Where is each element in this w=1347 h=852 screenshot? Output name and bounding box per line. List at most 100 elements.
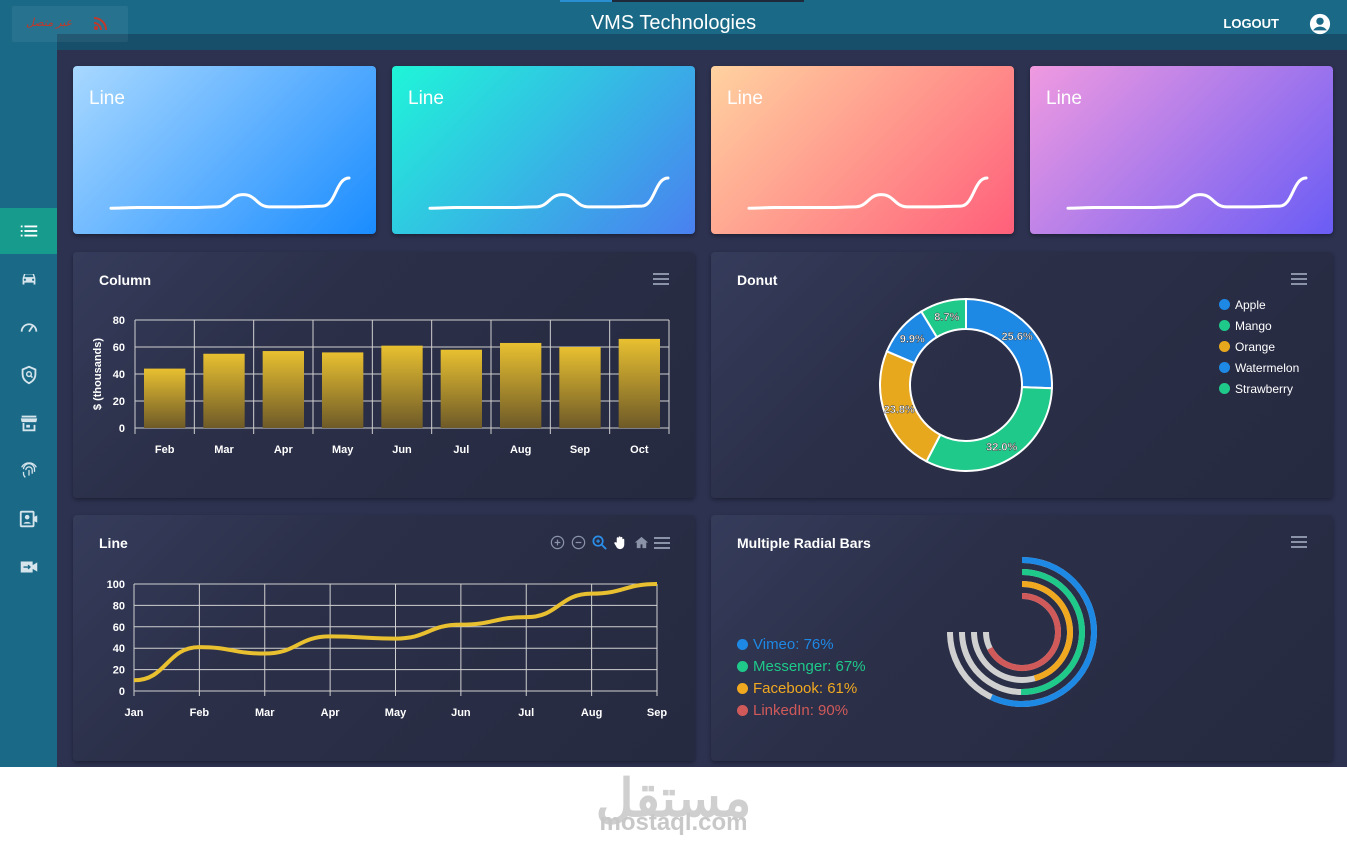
home-icon[interactable] [633,534,650,551]
chart-menu-button[interactable] [654,534,671,551]
legend-item[interactable]: Mango [1219,315,1299,336]
top-accent-line [560,0,612,2]
bar [322,352,364,428]
column-chart-panel: Column 0 20 40 60 80 Feb Mar Apr May Jun Jul Aug Sep… [73,252,695,498]
legend-marker [737,660,748,672]
x-tick-label: May [332,444,354,456]
x-tick-label: Jun [451,707,471,719]
x-tick-label: Apr [274,444,294,456]
x-tick-label: Aug [510,444,531,456]
logout-button[interactable]: LOGOUT [1223,16,1279,31]
donut-legend: Apple Mango Orange Watermelon Strawberry [1219,294,1299,399]
x-tick-label: May [385,707,407,719]
radial-bar-chart [947,557,1097,707]
legend-label: Orange [1235,339,1276,354]
zoom-out-icon[interactable] [570,534,587,551]
sidebar-item-store[interactable] [0,400,57,446]
sparkline-card-1: Line [73,66,376,234]
y-tick-label: 20 [113,665,125,677]
sidebar-item-cameras[interactable] [0,544,57,590]
legend-item[interactable]: Vimeo: 76% [737,633,866,655]
radial-chart-panel: Multiple Radial Bars Vimeo: 76% Messenger… [711,515,1333,761]
sidebar-item-dashboard[interactable] [0,304,57,350]
legend-marker [1219,299,1230,310]
list-icon [20,225,37,237]
legend-item[interactable]: Facebook: 61% [737,677,866,699]
legend-label: Facebook: 61% [753,679,858,697]
y-tick-label: 80 [113,315,125,327]
pan-hand-icon[interactable] [612,534,629,551]
chart-menu-button[interactable] [1291,536,1307,548]
sparkline-line [747,176,989,210]
chart-menu-button[interactable] [1291,273,1307,285]
y-tick-label: 60 [113,342,125,354]
sparkline-svg [428,176,670,210]
x-tick-label: Feb [190,707,210,719]
sparkline-title: Line [727,88,763,109]
x-tick-label: Oct [630,444,649,456]
column-chart-title: Column [99,272,152,288]
bar [559,347,601,428]
brand-logo[interactable]: عبر متصل [12,6,128,42]
zoom-select-icon[interactable] [591,534,608,551]
shield-search-icon [21,365,36,385]
chart-menu-button[interactable] [653,273,669,285]
y-tick-label: 60 [113,622,125,634]
x-tick-label: Jun [392,444,412,456]
legend-marker [1219,341,1230,352]
x-tick-label: Apr [321,707,341,719]
radial-bar [987,593,1061,671]
radial-bar [1021,569,1085,695]
line-chart-panel: Line 0 20 40 60 80 100 Jan Feb Mar Apr May Jun Jul Au… [73,515,695,761]
legend-marker [1219,383,1230,394]
sparkline-line [428,176,670,210]
watermark-arabic: مستقل [595,770,752,828]
legend-item[interactable]: Orange [1219,336,1299,357]
sidebar-item-contacts[interactable] [0,496,57,542]
donut-chart: 25.6% 32.0% 23.8% 9.9% 8.7% [879,297,1053,472]
x-tick-label: Sep [647,707,667,719]
y-tick-label: 40 [113,643,125,655]
legend-label: Watermelon [1235,360,1300,375]
y-tick-label: 40 [113,369,125,381]
sparkline-line [1066,176,1308,210]
store-icon [20,415,37,432]
x-tick-label: Jul [453,444,469,456]
legend-item[interactable]: Watermelon [1219,357,1299,378]
sparkline-title: Line [408,88,444,109]
sidebar-item-security[interactable] [0,352,57,398]
x-tick-label: Mar [214,444,234,456]
legend-item[interactable]: Strawberry [1219,378,1299,399]
legend-marker [1219,362,1230,373]
y-tick-label: 100 [107,579,125,591]
speedometer-icon [20,323,37,333]
legend-item[interactable]: Messenger: 67% [737,655,866,677]
x-tick-label: Feb [155,444,175,456]
legend-item[interactable]: LinkedIn: 90% [737,699,866,721]
x-tick-label: Mar [255,707,275,719]
brand-logo-text: عبر متصل [26,17,73,29]
sidebar-item-access[interactable] [0,448,57,494]
bar [618,338,660,428]
bar [144,368,186,428]
zoom-in-icon[interactable] [549,534,566,551]
sidebar [0,50,57,767]
bar [262,351,304,428]
line-chart: 0 20 40 60 80 100 Jan Feb Mar Apr May Jun Jul Aug Sep [107,579,668,719]
donut-chart-panel: Donut 25.6% 32.0% 23.8% 9.9% 8.7% Apple Mango… [711,252,1333,498]
account-circle-icon[interactable] [1309,13,1331,35]
top-bar: عبر متصل VMS Technologies LOGOUT [0,0,1347,50]
dashboard: عبر متصل VMS Technologies LOGOUT [0,0,1347,767]
bar [440,349,482,428]
y-tick-label: 0 [119,686,125,698]
sparkline-card-4: Line [1030,66,1333,234]
sidebar-item-vehicles[interactable] [0,256,57,302]
sidebar-item-list[interactable] [0,208,57,254]
legend-item[interactable]: Apple [1219,294,1299,315]
slice-value-label: 8.7% [934,312,959,324]
legend-marker [737,704,748,716]
bar [203,353,245,428]
sparkline-svg [747,176,989,210]
sparkline-svg [1066,176,1308,210]
sparkline-svg [109,176,351,210]
